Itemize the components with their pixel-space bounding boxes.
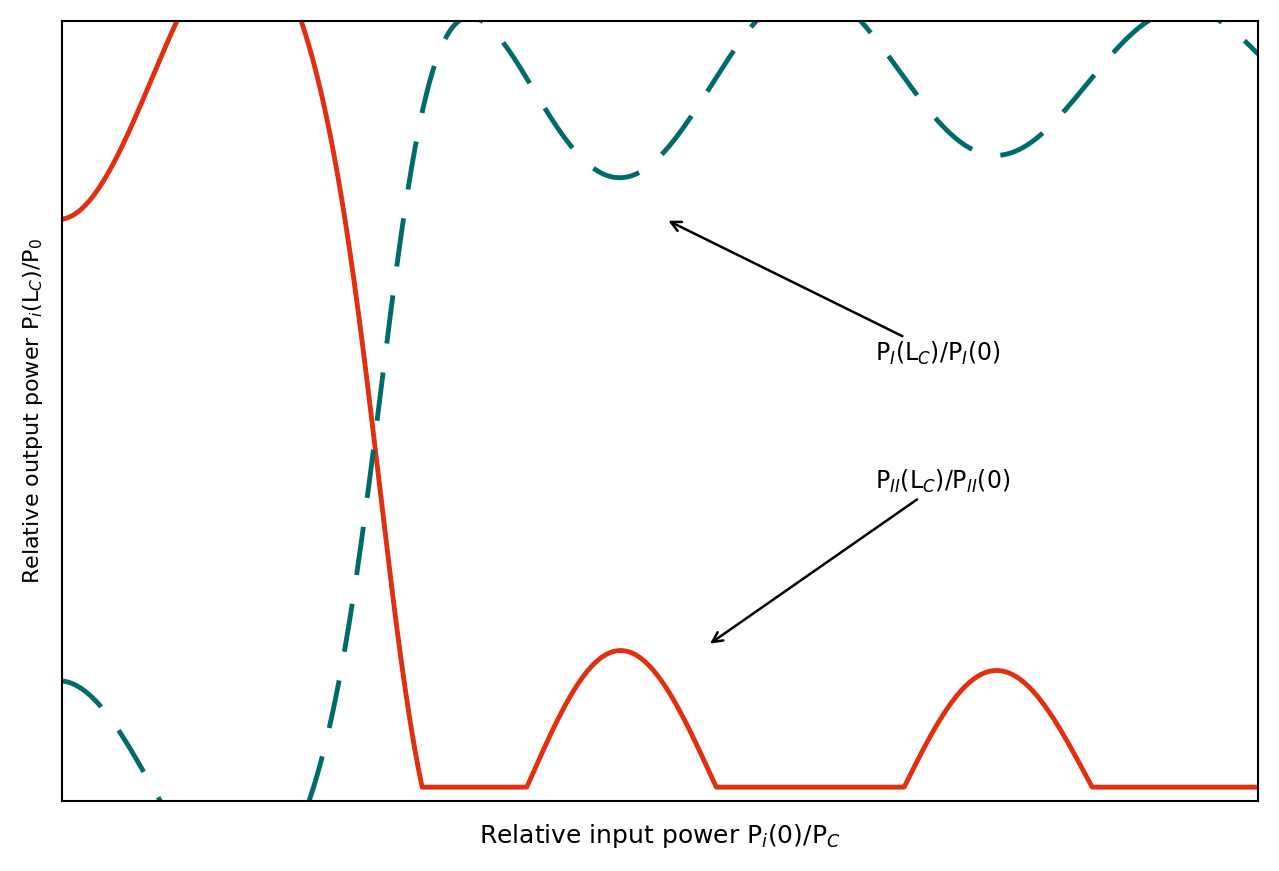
- Text: P$_{II}$(L$_C$)/P$_{II}$(0): P$_{II}$(L$_C$)/P$_{II}$(0): [712, 468, 1010, 642]
- Text: P$_I$(L$_C$)/P$_I$(0): P$_I$(L$_C$)/P$_I$(0): [670, 222, 1000, 368]
- X-axis label: Relative input power P$_i$(0)/P$_C$: Relative input power P$_i$(0)/P$_C$: [480, 822, 840, 850]
- Y-axis label: Relative output power P$_i$(L$_C$)/P$_0$: Relative output power P$_i$(L$_C$)/P$_0$: [20, 238, 45, 584]
